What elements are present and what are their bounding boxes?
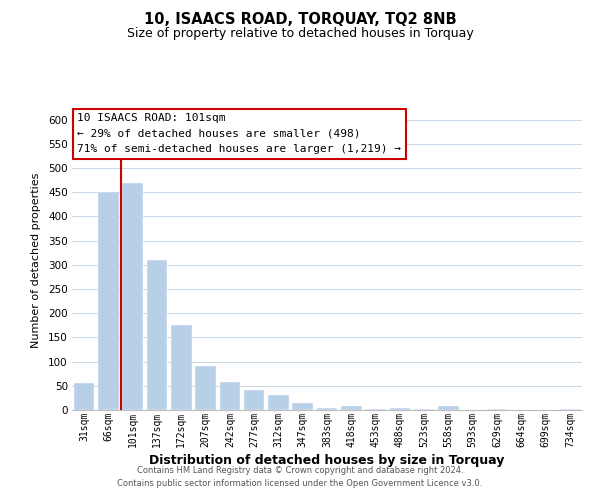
- Bar: [292, 402, 313, 410]
- Bar: [98, 192, 119, 410]
- Text: Contains HM Land Registry data © Crown copyright and database right 2024.
Contai: Contains HM Land Registry data © Crown c…: [118, 466, 482, 487]
- Y-axis label: Number of detached properties: Number of detached properties: [31, 172, 41, 348]
- Bar: [560, 409, 580, 410]
- Text: 10, ISAACS ROAD, TORQUAY, TQ2 8NB: 10, ISAACS ROAD, TORQUAY, TQ2 8NB: [143, 12, 457, 28]
- Text: 10 ISAACS ROAD: 101sqm
← 29% of detached houses are smaller (498)
71% of semi-de: 10 ISAACS ROAD: 101sqm ← 29% of detached…: [77, 113, 401, 154]
- Bar: [487, 409, 508, 410]
- X-axis label: Distribution of detached houses by size in Torquay: Distribution of detached houses by size …: [149, 454, 505, 466]
- Bar: [317, 408, 337, 410]
- Bar: [220, 382, 240, 410]
- Bar: [341, 406, 362, 410]
- Bar: [244, 390, 265, 410]
- Bar: [146, 260, 167, 410]
- Bar: [414, 409, 434, 410]
- Text: Size of property relative to detached houses in Torquay: Size of property relative to detached ho…: [127, 28, 473, 40]
- Bar: [365, 409, 386, 410]
- Bar: [268, 396, 289, 410]
- Bar: [389, 408, 410, 410]
- Bar: [74, 384, 94, 410]
- Bar: [122, 182, 143, 410]
- Bar: [195, 366, 216, 410]
- Bar: [171, 326, 191, 410]
- Bar: [438, 406, 459, 410]
